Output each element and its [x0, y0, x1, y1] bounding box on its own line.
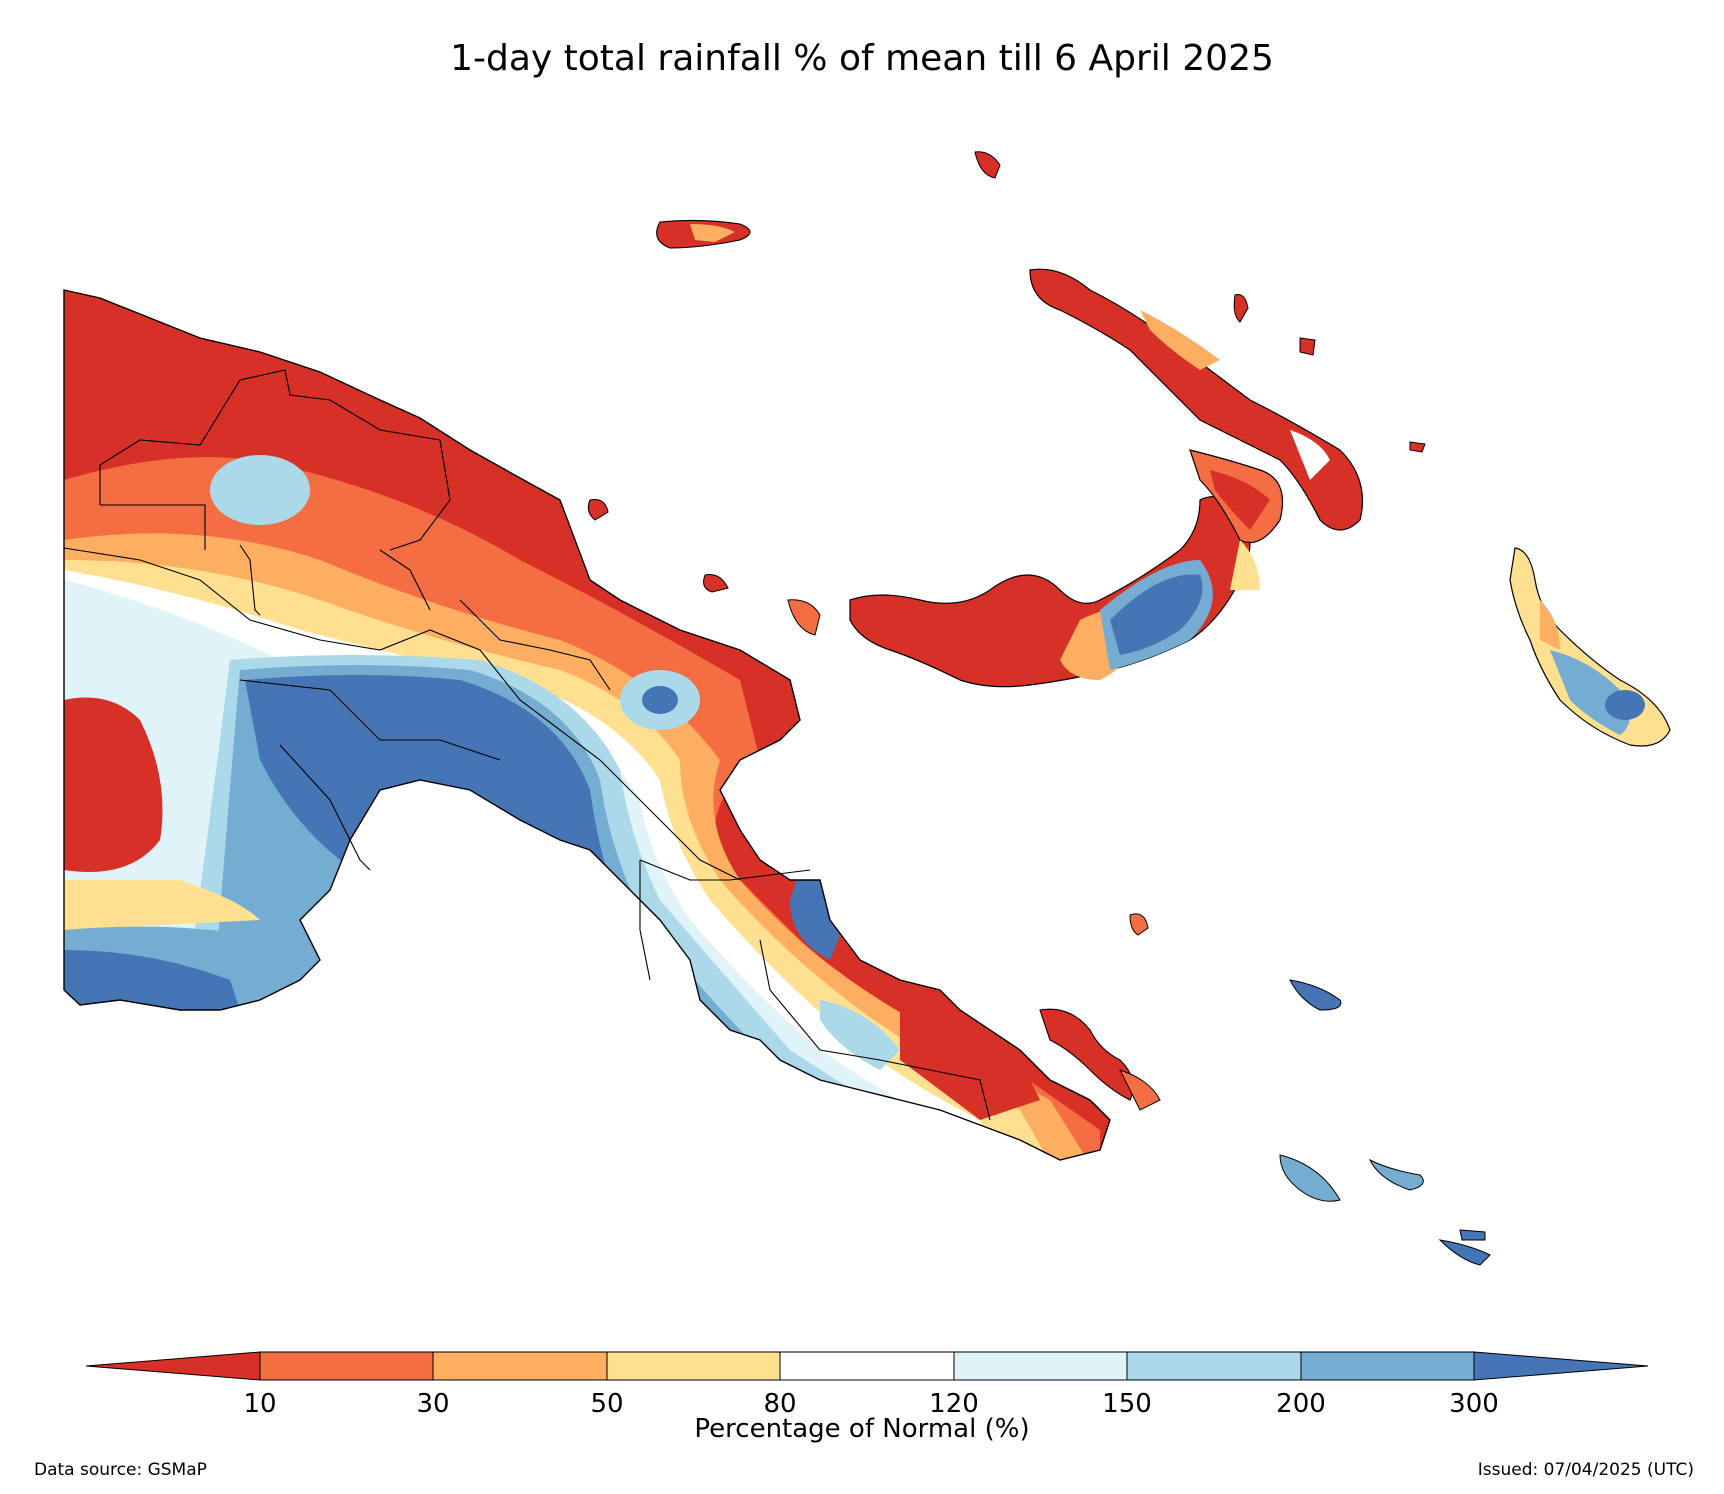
colorbar-segment-50-80	[606, 1351, 781, 1381]
island-normanby	[1119, 1069, 1161, 1111]
island-misima	[1368, 1158, 1424, 1191]
colorbar-segment-over	[1473, 1351, 1649, 1381]
island-bougainville	[1509, 547, 1671, 747]
colorbar-segment-150-200	[1126, 1351, 1302, 1381]
colorbar-segment-10-30	[259, 1351, 434, 1381]
tick-label: 80	[763, 1389, 796, 1419]
island-goodenough	[1129, 913, 1149, 936]
colorbar-segment-under	[85, 1351, 261, 1381]
tick-label: 30	[416, 1389, 449, 1419]
data-source: Data source: GSMaP	[34, 1460, 207, 1480]
colorbar-segment-200-300	[1300, 1351, 1475, 1381]
tick-label: 200	[1276, 1389, 1326, 1419]
island-tagula	[1279, 1154, 1341, 1202]
tick-label: 300	[1449, 1389, 1499, 1419]
colorbar	[85, 1351, 1649, 1381]
island-new-ireland	[1029, 268, 1364, 531]
island-umboi	[787, 599, 821, 636]
province-boundaries	[63, 369, 991, 1121]
tick-label: 50	[590, 1389, 623, 1419]
colorbar-segment-80-120	[779, 1351, 955, 1381]
island-karkar	[587, 499, 609, 521]
island-tabar	[1299, 337, 1316, 356]
tick-label: 150	[1102, 1389, 1152, 1419]
island-mussau	[1233, 294, 1249, 323]
island-long	[703, 574, 729, 593]
issued-date: Issued: 07/04/2025 (UTC)	[1477, 1460, 1694, 1480]
colorbar-ticks: 10 30 50 80 120 150 200 300	[243, 1389, 1498, 1419]
colorbar-segment-120-150	[953, 1351, 1128, 1381]
island-rossel	[1438, 1239, 1491, 1266]
map-title: 1-day total rainfall % of mean till 6 Ap…	[450, 38, 1274, 79]
mainland-coastline	[63, 289, 1111, 1161]
colorbar-label: Percentage of Normal (%)	[694, 1414, 1030, 1444]
island-feni	[1409, 441, 1426, 453]
tick-label: 10	[243, 1389, 276, 1419]
island-small-north	[974, 151, 1001, 179]
tick-label: 120	[929, 1389, 979, 1419]
island-woodlark	[1289, 979, 1342, 1011]
colorbar-segment-30-50	[432, 1351, 608, 1381]
island-new-britain	[849, 449, 1284, 688]
